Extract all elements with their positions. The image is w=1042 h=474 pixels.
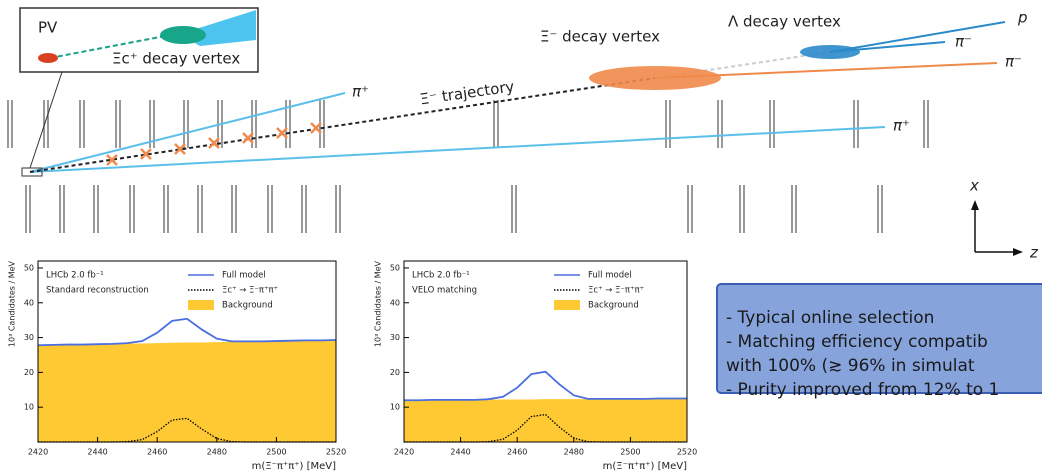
y-tick-label: 10: [390, 403, 400, 412]
xic-trajectory: [49, 35, 166, 59]
area: [38, 340, 336, 442]
y-tick-label: 50: [24, 263, 34, 272]
plot-frame: [37, 260, 337, 443]
info-text: - Typical online selection - Matching eff…: [726, 308, 999, 400]
label: x: [969, 177, 979, 195]
track: [29, 126, 886, 173]
label: z: [1029, 244, 1039, 262]
y-axis-label: 10³ Candidates / MeV: [8, 260, 17, 347]
x-tick-label: 2440: [450, 448, 470, 457]
info-line: with 100% (≳ 96% in simulat: [726, 356, 975, 376]
hit: [174, 143, 186, 155]
x-axis-label: m(Ξ⁻π⁺π⁺) [MeV]: [252, 461, 336, 472]
pv: [38, 53, 58, 63]
y-tick-label: 10: [24, 403, 34, 412]
y-tick-label: 30: [24, 333, 34, 342]
x-tick-label: 2520: [326, 448, 346, 457]
y-tick-label: 20: [24, 368, 34, 377]
label: Ξ⁻ decay vertex: [540, 28, 660, 46]
zoom-line: [29, 71, 63, 169]
track: [29, 92, 346, 173]
annotation: LHCb 2.0 fb⁻¹: [412, 271, 470, 281]
x-tick-label: 2420: [394, 448, 414, 457]
y-tick-label: 20: [390, 368, 400, 377]
y-tick-label: 40: [24, 298, 34, 307]
hit: [140, 148, 152, 160]
label: π⁺: [352, 83, 369, 101]
info-box: [716, 283, 1042, 394]
line: [37, 317, 337, 347]
x-tick-label: 2480: [564, 448, 584, 457]
label: π⁻: [1005, 53, 1022, 71]
label: PV: [38, 19, 58, 37]
x-tick-label: 2420: [28, 448, 48, 457]
line: [404, 370, 687, 402]
label: π⁻: [955, 33, 972, 51]
arrow-head: [1013, 248, 1023, 256]
x-tick-label: 2460: [507, 448, 527, 457]
hit: [106, 154, 118, 166]
hit: [310, 122, 322, 134]
legend-entry: Full model: [222, 271, 266, 281]
x-tick-label: 2520: [677, 448, 697, 457]
xi-vertex: [589, 66, 721, 90]
label: Ξ⁻ trajectory: [419, 77, 516, 108]
x-tick-label: 2460: [147, 448, 167, 457]
label: Ξc⁺ decay vertex: [112, 50, 240, 68]
hit: [276, 127, 288, 139]
legend-entry: Background: [588, 301, 639, 311]
hit: [242, 132, 254, 144]
annotation: VELO matching: [412, 286, 477, 296]
xi-trajectory: [29, 77, 656, 173]
x-tick-label: 2480: [207, 448, 227, 457]
legend-entry: Ξc⁺ → Ξ⁻π⁺π⁺: [222, 286, 278, 296]
annotation: LHCb 2.0 fb⁻¹: [46, 271, 104, 281]
y-axis-label: 10³ Candidates / MeV: [374, 260, 383, 347]
annotation: Standard reconstruction: [46, 286, 149, 296]
x-axis-label: m(Ξ⁻π⁺π⁺) [MeV]: [603, 461, 687, 472]
legend-swatch: [554, 300, 580, 310]
legend-entry: Ξc⁺ → Ξ⁻π⁺π⁺: [588, 286, 644, 296]
label: Λ decay vertex: [728, 13, 841, 31]
info-line: - Purity improved from 12% to 1: [726, 380, 999, 400]
hits: [106, 122, 322, 166]
label: π⁺: [893, 117, 910, 135]
legend-entry: Full model: [588, 271, 632, 281]
zoom-box: [21, 167, 43, 177]
y-tick-label: 30: [390, 333, 400, 342]
charts: 10 20 30 40 50 2420 2440 2460 2480 2500 2520 m(Ξ⁻π⁺…: [8, 260, 698, 472]
lambda-vertex: [800, 45, 860, 59]
track: [829, 21, 1006, 53]
legend-swatch: [188, 300, 214, 310]
x-tick-label: 2500: [266, 448, 286, 457]
info-line: - Typical online selection: [726, 308, 934, 328]
area: [404, 398, 687, 442]
label: p: [1017, 9, 1028, 27]
legend-entry: Background: [222, 301, 273, 311]
x-tick-label: 2500: [620, 448, 640, 457]
y-tick-label: 40: [390, 298, 400, 307]
hit: [208, 137, 220, 149]
xic-vertex: [160, 26, 206, 44]
x-tick-label: 2440: [87, 448, 107, 457]
info-line: - Matching efficiency compatib: [726, 332, 988, 352]
y-tick-label: 50: [390, 263, 400, 272]
plot-frame: [403, 260, 688, 443]
arrow-head: [971, 200, 979, 210]
